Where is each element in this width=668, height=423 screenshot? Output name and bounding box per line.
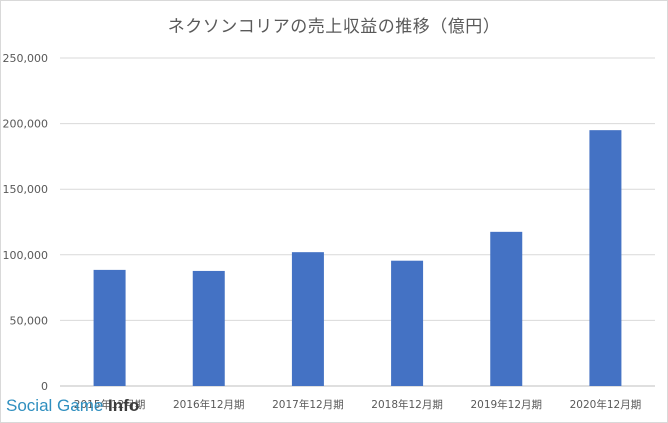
bar xyxy=(589,130,622,386)
y-tick-label: 0 xyxy=(41,380,48,393)
bar xyxy=(192,270,225,386)
bar xyxy=(93,269,126,386)
watermark-text-part2: Info xyxy=(108,396,140,415)
x-tick-label: 2019年12月期 xyxy=(470,398,542,411)
y-tick-label: 150,000 xyxy=(3,183,49,196)
x-tick-label: 2018年12月期 xyxy=(371,398,443,411)
bar xyxy=(291,252,324,386)
x-tick-label: 2020年12月期 xyxy=(570,398,642,411)
bar xyxy=(391,260,424,386)
watermark-logo: Social Game Info xyxy=(6,396,139,416)
watermark-text-part1: Social Game xyxy=(6,396,109,415)
x-tick-label: 2017年12月期 xyxy=(272,398,344,411)
x-tick-label: 2015年12月期 xyxy=(74,398,146,411)
chart-title: ネクソンコリアの売上収益の推移（億円） xyxy=(167,17,501,37)
y-tick-label: 100,000 xyxy=(3,249,49,262)
y-tick-label: 50,000 xyxy=(10,314,49,327)
y-tick-label: 250,000 xyxy=(3,52,49,65)
x-tick-label: 2016年12月期 xyxy=(173,398,245,411)
bar xyxy=(490,231,523,386)
y-tick-label: 200,000 xyxy=(3,118,49,131)
